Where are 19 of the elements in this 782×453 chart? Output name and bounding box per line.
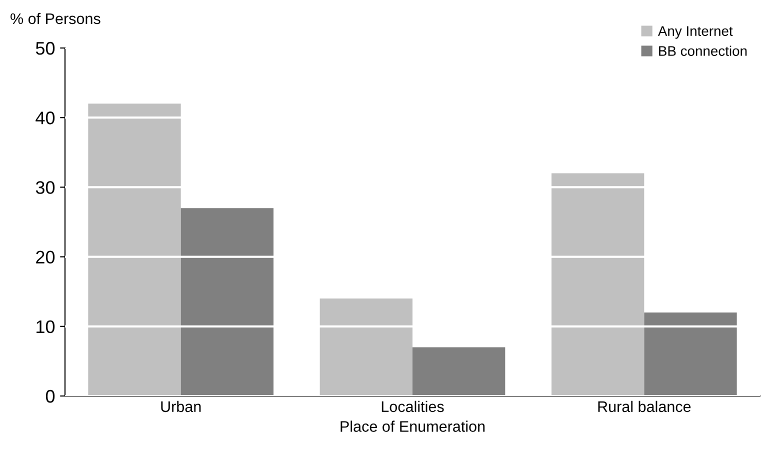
y-tick-label: 10 — [36, 320, 55, 334]
x-tick-label: Localities — [382, 400, 444, 412]
x-axis-title: Place of Enumeration — [340, 420, 485, 432]
legend-label: Any Internet — [658, 26, 733, 39]
y-tick-label: 0 — [46, 390, 55, 403]
y-tick-label: 50 — [36, 42, 55, 55]
legend-label: BB connection — [659, 46, 747, 56]
bar — [412, 347, 506, 396]
bar — [88, 104, 181, 396]
y-tick-label: 30 — [36, 181, 55, 194]
bar — [644, 312, 737, 396]
bar — [320, 298, 412, 396]
y-tick-label: 40 — [36, 112, 55, 124]
bar — [180, 208, 274, 396]
x-tick-label: Rural balance — [598, 400, 691, 412]
y-axis-title: % of Persons — [10, 12, 100, 24]
y-tick-label: 20 — [36, 250, 55, 264]
x-tick-label: Urban — [161, 400, 201, 412]
bar — [552, 173, 644, 396]
